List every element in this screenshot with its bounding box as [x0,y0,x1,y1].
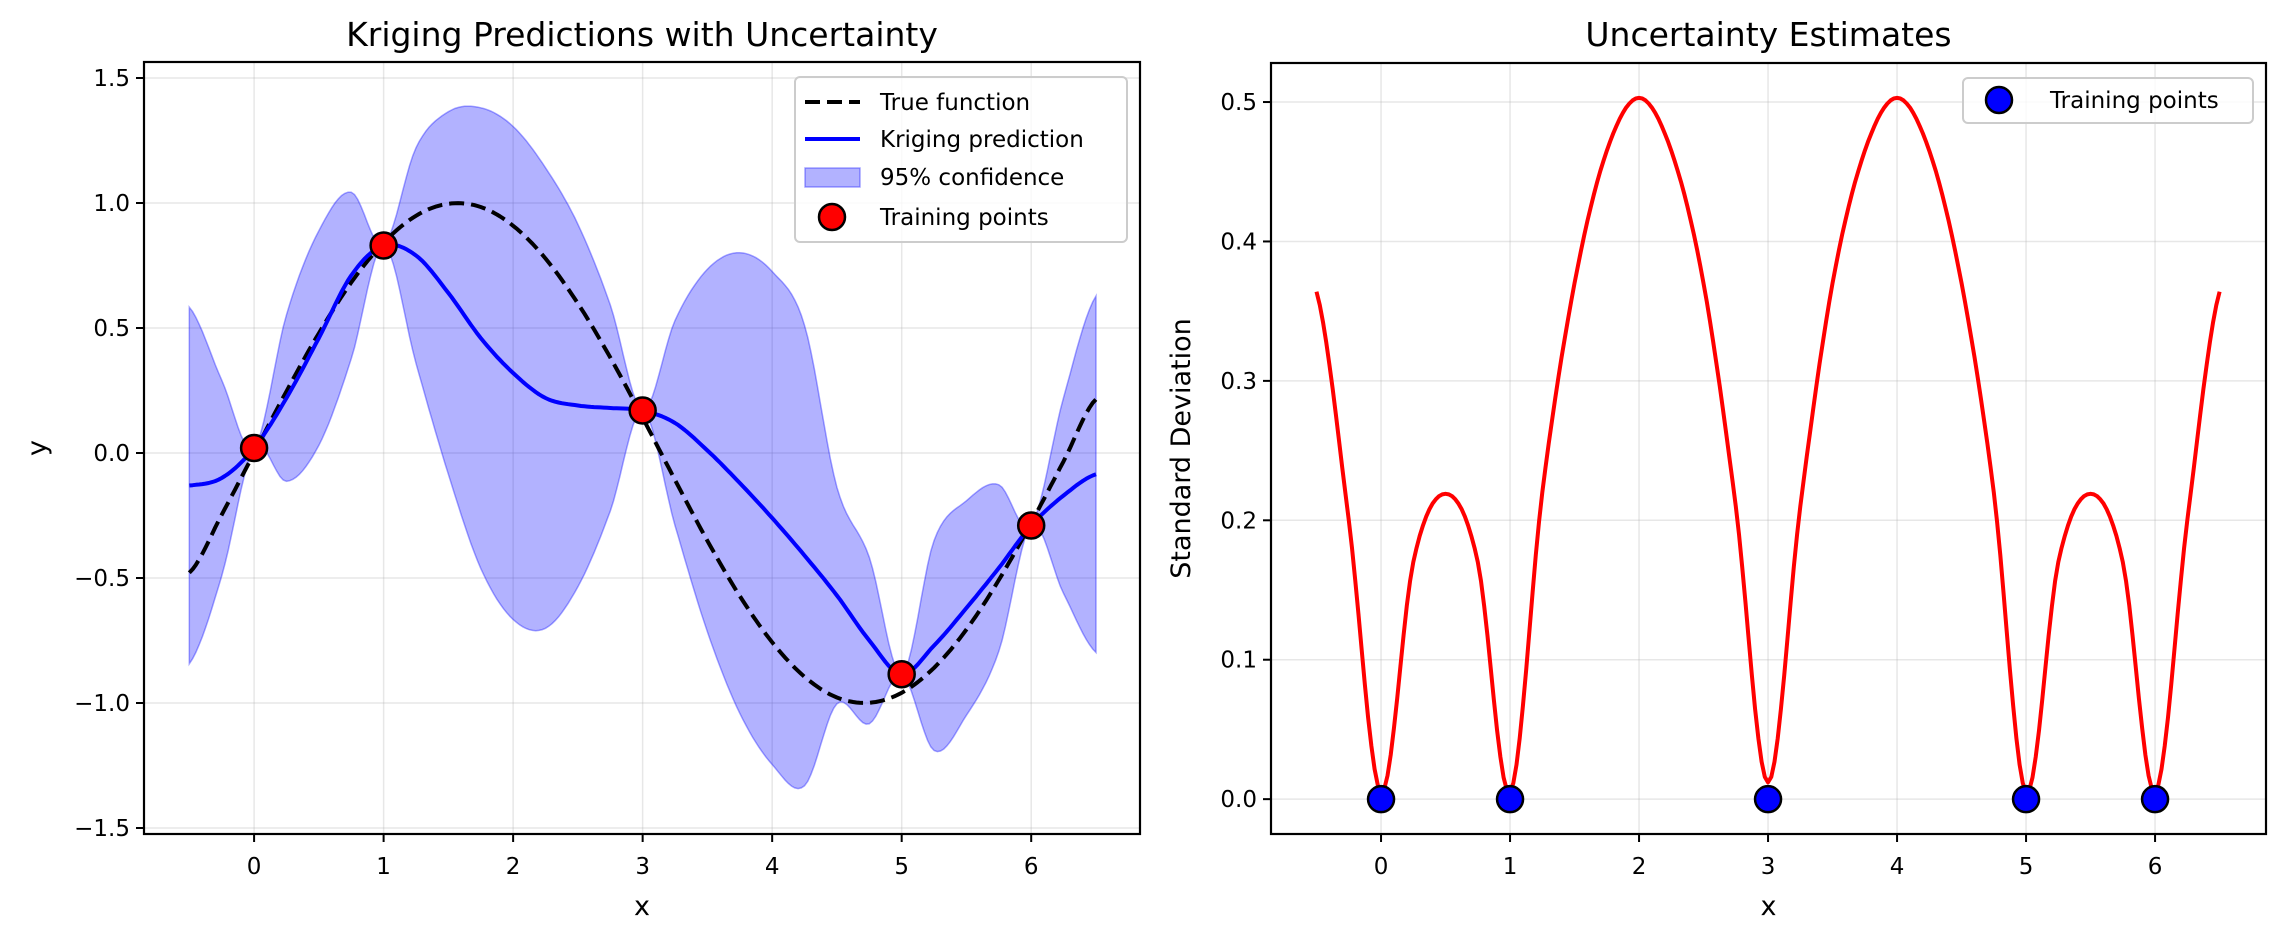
left-y-axis-label: y [22,440,53,456]
x-tick-label: 2 [1632,854,1647,880]
x-tick-label: 4 [1890,854,1905,880]
x-tick-label: 2 [506,854,521,880]
y-tick-label: −1.0 [74,691,130,717]
y-tick-label: −0.5 [74,566,130,592]
x-tick-label: 1 [1503,854,1518,880]
legend-marker-icon [1984,85,2014,115]
x-tick-label: 3 [1761,854,1776,880]
training-point [887,660,916,689]
y-tick-label: 0.0 [93,441,130,467]
left-x-axis-label: x [634,891,650,922]
legend-label: 95% confidence [880,165,1064,191]
right-y-axis-label: Standard Deviation [1166,318,1197,579]
x-tick-label: 0 [247,854,262,880]
x-tick-label: 1 [376,854,391,880]
legend-box [1962,77,2254,124]
training-point [1366,784,1396,814]
right-gridlines [1271,63,2266,834]
y-tick-label: 0.3 [1220,369,1257,395]
y-tick-label: 1.0 [93,191,130,217]
training-point [628,396,657,425]
training-point [2140,784,2170,814]
y-tick-label: 0.0 [1220,787,1257,813]
legend-label: Training points [879,205,1049,231]
right-ticks: 0 1 2 3 4 5 6 0.0 0.1 0.2 0.3 0.4 0.5 [1220,90,2162,880]
x-tick-label: 4 [765,854,780,880]
left-ticks: 0 1 2 3 4 5 6 −1.5 −1.0 −0.5 0.0 0.5 1.0 1.5 [74,66,1038,880]
y-tick-label: 0.5 [1220,90,1257,116]
training-point [1495,784,1525,814]
y-tick-label: 0.4 [1220,229,1257,255]
y-tick-label: 0.5 [93,316,130,342]
legend-band-swatch-icon [804,167,861,188]
x-tick-label: 0 [1374,854,1389,880]
training-point [1753,784,1783,814]
x-tick-label: 5 [2019,854,2034,880]
legend-box [794,76,1128,243]
legend-label: Kriging prediction [880,127,1084,153]
y-tick-label: 0.2 [1220,508,1257,534]
x-tick-label: 6 [1024,854,1039,880]
training-point [239,433,269,463]
uncertainty-panel: 0 1 2 3 4 5 6 0.0 0.1 0.2 0.3 0.4 0.5 Uncertainty Es… [1166,15,2268,922]
legend-label: Training points [2049,88,2219,114]
legend-label: True function [879,90,1030,116]
right-x-axis-label: x [1761,891,1777,922]
y-tick-label: −1.5 [74,816,130,842]
right-chart-title: Uncertainty Estimates [1585,15,1951,54]
confidence-band [188,105,1097,790]
x-tick-label: 6 [2148,854,2163,880]
standard-deviation-line [1314,95,2222,795]
y-tick-label: 1.5 [93,66,130,92]
training-point [369,231,398,260]
y-tick-label: 0.1 [1220,648,1257,674]
right-legend: Training points [1962,77,2254,124]
left-legend: True function Kriging prediction 95% confi… [794,76,1128,243]
left-chart-title: Kriging Predictions with Uncertainty [346,15,938,54]
x-tick-label: 3 [635,854,650,880]
right-plot-area [1314,95,2222,814]
kriging-predictions-panel: 0 1 2 3 4 5 6 −1.5 −1.0 −0.5 0.0 0.5 1.0 1.5 Kriging … [22,15,1142,922]
left-plot-area [187,105,1098,790]
training-point [1016,511,1046,540]
x-tick-label: 5 [894,854,909,880]
legend-marker-icon [817,202,847,232]
training-point [2011,784,2041,814]
